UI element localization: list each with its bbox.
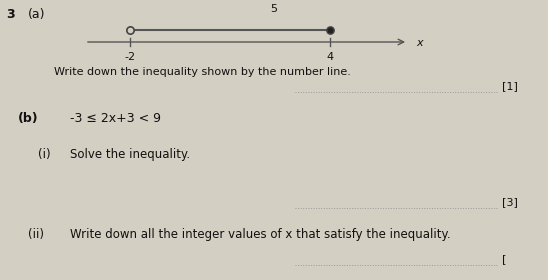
Text: Write down the inequality shown by the number line.: Write down the inequality shown by the n… [54,67,351,77]
Point [326,28,334,32]
Text: (i): (i) [38,148,50,161]
Text: (a): (a) [28,8,45,21]
Text: Write down all the integer values of x that satisfy the inequality.: Write down all the integer values of x t… [70,228,450,241]
Text: Solve the inequality.: Solve the inequality. [70,148,190,161]
Text: [: [ [502,254,506,264]
Text: x: x [416,38,423,48]
Text: (ii): (ii) [28,228,44,241]
Text: -3 ≤ 2x+3 < 9: -3 ≤ 2x+3 < 9 [70,112,161,125]
Point [125,28,134,32]
Text: 4: 4 [327,52,334,62]
Text: [1]: [1] [502,81,518,91]
Text: (b): (b) [18,112,38,125]
Text: [3]: [3] [502,197,518,207]
Text: 5: 5 [271,4,277,14]
Text: 3: 3 [6,8,15,21]
Text: -2: -2 [124,52,135,62]
